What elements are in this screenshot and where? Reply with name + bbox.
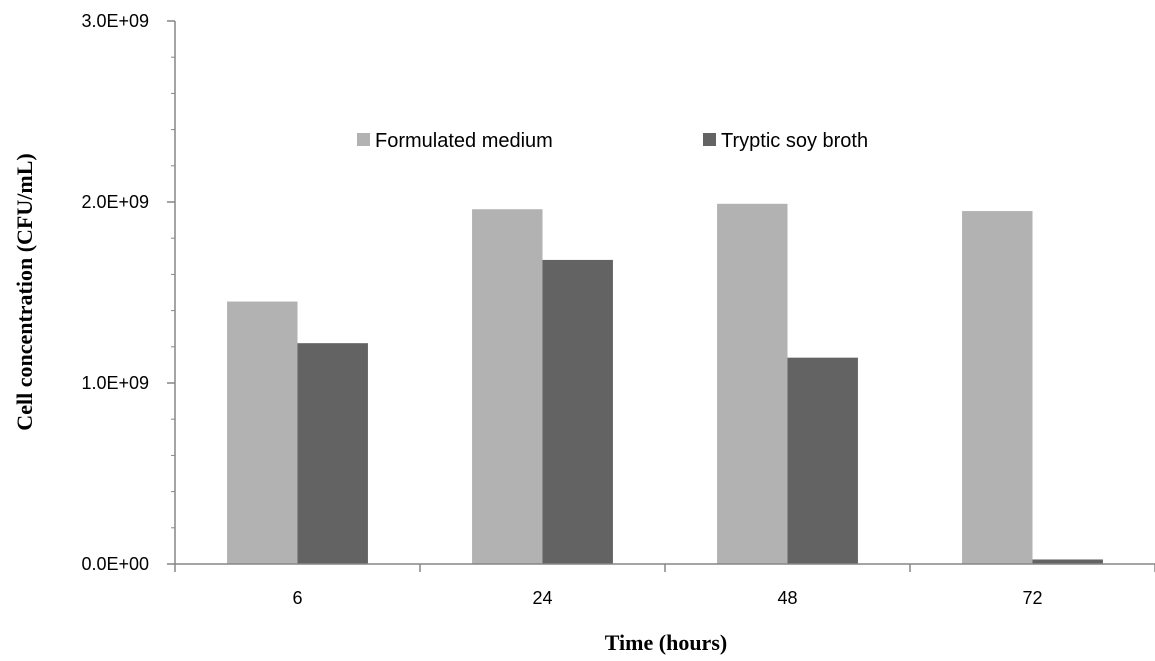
legend: Formulated medium Tryptic soy broth (357, 130, 868, 152)
x-tick-label: 48 (777, 588, 797, 608)
y-tick-label: 2.0E+09 (81, 192, 149, 212)
bar-formulated-6 (227, 301, 298, 564)
y-tick-label: 3.0E+09 (81, 11, 149, 31)
legend-swatch-formulated (357, 133, 370, 146)
bar-tryptic-72 (1032, 559, 1103, 564)
y-axis-title: Cell concentration (CFU/mL) (12, 153, 37, 430)
bar-formulated-72 (962, 211, 1033, 565)
bars-group (227, 203, 1103, 565)
legend-label-formulated: Formulated medium (375, 130, 553, 152)
y-tick-label: 0.0E+00 (81, 554, 149, 574)
ticks-group: 0.0E+00 1.0E+09 2.0E+09 3.0E+09 6 24 48 72 (81, 11, 1155, 608)
legend-label-tryptic: Tryptic soy broth (721, 130, 868, 152)
bar-tryptic-6 (297, 343, 368, 564)
legend-swatch-tryptic (703, 133, 716, 146)
x-axis-title: Time (hours) (605, 630, 727, 655)
bar-formulated-24 (472, 209, 543, 565)
y-tick-label: 1.0E+09 (81, 373, 149, 393)
bar-tryptic-48 (787, 357, 858, 564)
x-tick-label: 72 (1022, 588, 1042, 608)
bar-formulated-48 (717, 203, 788, 564)
x-tick-label: 6 (292, 588, 302, 608)
bar-tryptic-24 (542, 259, 613, 564)
x-tick-label: 24 (532, 588, 552, 608)
